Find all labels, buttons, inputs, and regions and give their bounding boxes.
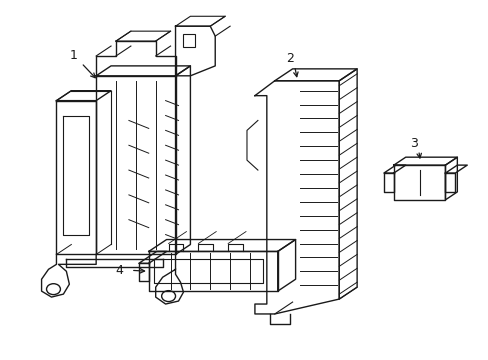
Text: 1: 1 (69, 49, 77, 63)
Text: 4: 4 (115, 264, 122, 277)
Bar (183, 34, 195, 47)
Text: 2: 2 (285, 53, 293, 66)
Text: 3: 3 (409, 137, 417, 150)
